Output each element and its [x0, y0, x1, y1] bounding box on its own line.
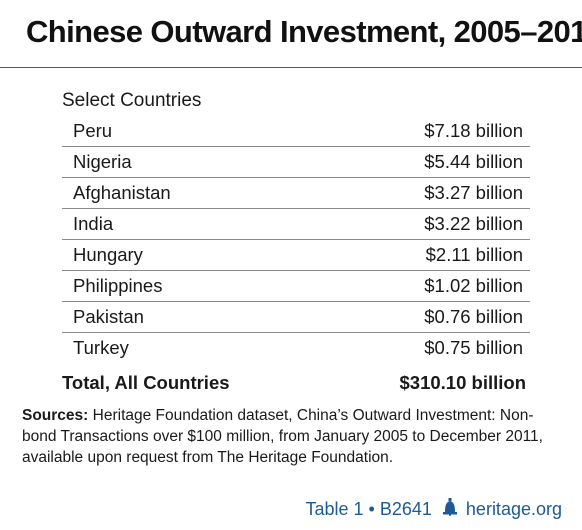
- page-title: Chinese Outward Investment, 2005–2011: [26, 14, 582, 49]
- country-name: Turkey: [73, 337, 129, 358]
- country-name: Nigeria: [73, 151, 132, 172]
- country-name: Pakistan: [73, 306, 144, 327]
- table-row: Nigeria $5.44 billion: [62, 147, 530, 178]
- investment-value: $1.02 billion: [424, 275, 523, 296]
- country-name: Hungary: [73, 244, 143, 265]
- table-row: Afghanistan $3.27 billion: [62, 178, 530, 209]
- table-row: Pakistan $0.76 billion: [62, 302, 530, 333]
- investment-table: Peru $7.18 billion Nigeria $5.44 billion…: [62, 116, 530, 363]
- table-row: Peru $7.18 billion: [62, 116, 530, 147]
- table-id: Table 1 • B2641: [305, 499, 432, 519]
- total-value: $310.10 billion: [399, 372, 526, 393]
- country-name: Peru: [73, 120, 113, 141]
- table-row: Hungary $2.11 billion: [62, 240, 530, 271]
- country-name: Philippines: [73, 275, 163, 296]
- investment-value: $0.76 billion: [424, 306, 523, 327]
- investment-value: $0.75 billion: [424, 337, 523, 358]
- investment-value: $3.27 billion: [424, 182, 523, 203]
- total-label: Total, All Countries: [62, 372, 230, 393]
- section-label: Select Countries: [62, 90, 202, 111]
- sources-note: Sources: Heritage Foundation dataset, Ch…: [22, 405, 562, 468]
- investment-value: $7.18 billion: [424, 120, 523, 141]
- footer: Table 1 • B2641 heritage.org: [306, 498, 562, 521]
- title-divider: [0, 67, 582, 68]
- investment-value: $5.44 billion: [424, 151, 523, 172]
- investment-value: $2.11 billion: [425, 244, 523, 265]
- table-row: Turkey $0.75 billion: [62, 333, 530, 363]
- liberty-bell-icon: [442, 498, 458, 521]
- total-row: Total, All Countries $310.10 billion: [62, 372, 530, 394]
- country-name: Afghanistan: [73, 182, 171, 203]
- site-link[interactable]: heritage.org: [465, 499, 562, 519]
- sources-label: Sources:: [22, 407, 89, 424]
- investment-value: $3.22 billion: [424, 213, 523, 234]
- sources-text: Heritage Foundation dataset, China’s Out…: [22, 407, 543, 466]
- table-row: India $3.22 billion: [62, 209, 530, 240]
- country-name: India: [73, 213, 114, 234]
- table-row: Philippines $1.02 billion: [62, 271, 530, 302]
